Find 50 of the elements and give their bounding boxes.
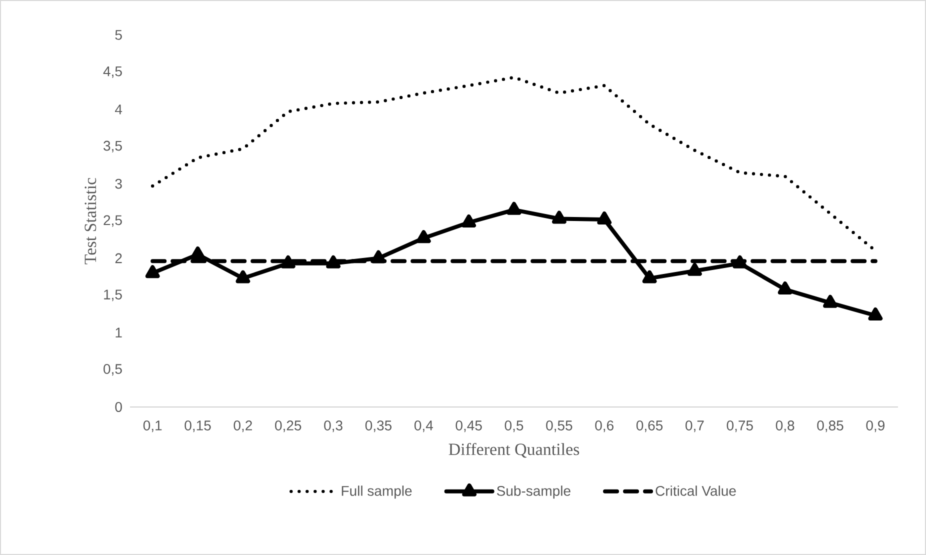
x-tick-label: 0,25 [275,420,302,432]
y-tick-label: 2 [115,253,122,264]
legend-label: Sub-sample [496,486,570,499]
x-axis-title: Different Quantiles [448,442,580,458]
x-tick-label: 0,15 [184,420,211,432]
point [688,262,702,276]
x-tick-label: 0,8 [776,420,794,432]
point [778,281,792,294]
y-tick-label: 2,5 [104,215,122,227]
x-tick-label: 0,4 [414,420,433,432]
x-tick-label: 0,65 [636,420,663,432]
y-tick-label: 0,5 [104,364,122,376]
y-axis-title: Test Statistic [84,178,96,264]
legend-label: Critical Value [656,486,736,496]
point [597,212,612,225]
x-tick-label: 0,6 [595,420,614,432]
point [190,246,205,260]
point [326,255,340,268]
legend-label: Full sample [342,486,412,499]
x-tick-label: 0,9 [866,420,884,432]
point [280,255,296,268]
y-tick-label: 4 [115,104,122,114]
point [552,210,566,224]
y-tick-label: 5 [115,30,122,40]
y-tick-label: 4,5 [103,66,122,78]
x-tick-label: 0,5 [504,420,524,432]
x-tick-label: 0,35 [365,420,392,432]
y-tick-label: 3,5 [104,140,122,152]
y-tick-label: 1 [116,328,122,338]
point [416,230,431,244]
y-tick-label: 0 [115,402,122,412]
point [236,270,250,284]
x-tick-label: 0,85 [817,420,844,432]
point [506,202,522,215]
point [462,214,476,228]
x-tick-label: 0,55 [546,420,572,432]
x-tick-label: 0,45 [456,420,482,432]
x-tick-label: 0,7 [686,420,704,432]
point [145,265,160,278]
y-tick-label: 1,5 [104,290,122,302]
point [371,250,386,264]
point [642,270,657,284]
point [823,294,838,308]
point [732,255,748,268]
x-tick-label: 0,1 [143,420,162,432]
x-tick-label: 0,3 [324,420,342,432]
x-tick-label: 0,2 [234,420,252,432]
point [868,307,883,320]
x-tick-label: 0,75 [726,420,753,432]
y-tick-label: 3 [115,178,122,189]
